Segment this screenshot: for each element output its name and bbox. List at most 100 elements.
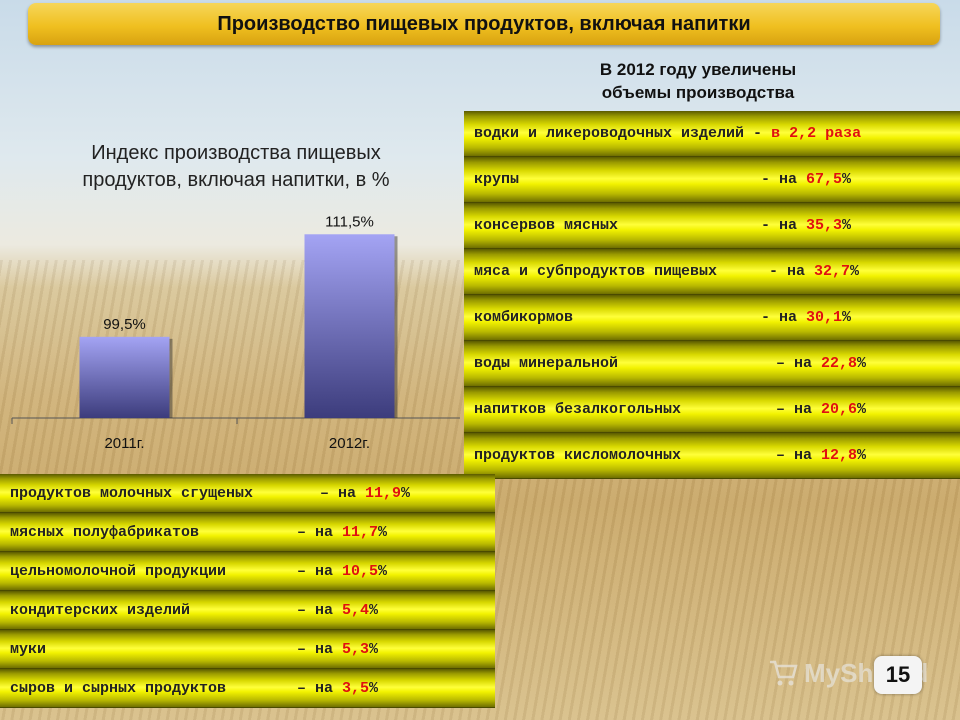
item-suffix: % [369,640,379,658]
item-amount: – на 5,3% [297,641,378,658]
bar-0 [79,336,170,418]
item-value: 2,2 раза [789,125,862,142]
item-name: продуктов кисломолочных [474,447,682,464]
increase-heading-line2: объемы производства [601,83,795,102]
item-suffix: % [378,562,388,580]
item-prefix: – на [297,601,343,619]
item-name: сыров и сырных продуктов [10,679,227,697]
item-prefix: – на [776,447,822,464]
item-name: продуктов молочных сгущеных [10,484,254,502]
item-amount: – на 12,8% [776,447,866,464]
item-value: 67,5 [806,171,843,188]
item-amount: – на 3,5% [297,680,378,697]
item-name: воды минеральной [474,355,619,372]
item-suffix: % [842,309,852,326]
bar-data-label: 99,5% [103,316,146,333]
item-value: 22,8 [821,355,858,372]
category-tick-label: 2011г. [104,435,144,452]
item-amount: – на 20,6% [776,401,866,418]
item-amount: - на 67,5% [761,171,851,188]
item-prefix: – на [297,679,343,697]
item-name: комбикормов [474,309,574,326]
list-item: сыров и сырных продуктов – на 3,5% [0,669,495,708]
chart-title: Индекс производства пищевых продуктов, в… [30,140,442,194]
item-prefix: - на [761,309,807,326]
item-amount: - на 32,7% [769,263,859,280]
item-amount: – на 10,5% [297,563,387,580]
item-name: мясных полуфабрикатов [10,523,200,541]
item-prefix: - на [761,171,807,188]
list-item: напитков безалкогольных – на 20,6% [464,387,960,433]
item-name: напитков безалкогольных [474,401,682,418]
item-value: 35,3 [806,217,843,234]
item-value: 12,8 [821,447,858,464]
item-name: кондитерских изделий [10,601,191,619]
page-number: 15 [874,656,922,694]
item-name: муки [10,640,47,658]
list-item: муки – на 5,3% [0,630,495,669]
item-prefix: – на [297,562,343,580]
cart-icon [770,660,798,686]
item-amount: – на 22,8% [776,355,866,372]
item-suffix: % [369,601,379,619]
bar-data-label: 111,5% [325,213,374,230]
chart-title-line2: продуктов, включая напитки, в % [82,169,390,191]
item-prefix: – на [297,523,343,541]
item-value: 30,1 [806,309,843,326]
increase-heading: В 2012 году увеличены объемы производств… [548,58,848,104]
item-amount: - на 35,3% [761,217,851,234]
item-value: 5,4 [342,601,370,619]
list-item: цельномолочной продукции – на 10,5% [0,552,495,591]
item-suffix: % [842,217,852,234]
list-item: комбикормов - на 30,1% [464,295,960,341]
production-index-chart: 99,5% 2011г. 111,5% 2012г. [11,213,460,452]
item-value: 11,7 [342,523,379,541]
increase-heading-line1: В 2012 году увеличены [599,60,797,79]
item-name: крупы [474,171,520,188]
increase-list-left: продуктов молочных сгущеных – на 11,9% мяс… [0,474,495,708]
item-value: 10,5 [342,562,379,580]
item-value: 32,7 [814,263,851,280]
item-name: цельномолочной продукции [10,562,227,580]
item-amount: - на 30,1% [761,309,851,326]
item-name: консервов мясных [474,217,619,234]
item-suffix: % [857,447,867,464]
list-item: мяса и субпродуктов пищевых - на 32,7% [464,249,960,295]
item-sep: - [744,125,772,142]
item-prefix: в [771,125,790,142]
list-item: кондитерских изделий – на 5,4% [0,591,495,630]
increase-list-right: водки и ликероводочных изделий - в 2,2 р… [464,111,960,479]
item-prefix: – на [776,401,822,418]
item-prefix: – на [297,640,343,658]
category-tick-label: 2012г. [329,435,370,452]
item-amount: – на 11,7% [297,524,387,541]
item-amount: – на 11,9% [320,485,410,502]
item-prefix: – на [776,355,822,372]
item-suffix: % [857,355,867,372]
item-value: 3,5 [342,679,370,697]
item-value: 11,9 [365,484,402,502]
item-suffix: % [378,523,388,541]
item-amount: – на 5,4% [297,602,378,619]
item-value: 5,3 [342,640,370,658]
list-item: крупы - на 67,5% [464,157,960,203]
item-prefix: – на [320,484,366,502]
item-suffix: % [857,401,867,418]
list-item: консервов мясных - на 35,3% [464,203,960,249]
chart-title-line1: Индекс производства пищевых [91,142,381,164]
bar-1 [304,234,395,418]
item-prefix: - на [761,217,807,234]
list-item: мясных полуфабрикатов – на 11,7% [0,513,495,552]
list-item: водки и ликероводочных изделий - в 2,2 р… [464,111,960,157]
item-suffix: % [850,263,860,280]
list-item: воды минеральной – на 22,8% [464,341,960,387]
item-prefix: - на [769,263,815,280]
item-name: водки и ликероводочных изделий [474,125,745,142]
item-suffix: % [842,171,852,188]
list-item: продуктов кисломолочных – на 12,8% [464,433,960,479]
item-name: мяса и субпродуктов пищевых [474,263,718,280]
slide-title: Производство пищевых продуктов, включая … [28,3,940,45]
list-item: продуктов молочных сгущеных – на 11,9% [0,474,495,513]
item-suffix: % [401,484,411,502]
item-value: 20,6 [821,401,858,418]
